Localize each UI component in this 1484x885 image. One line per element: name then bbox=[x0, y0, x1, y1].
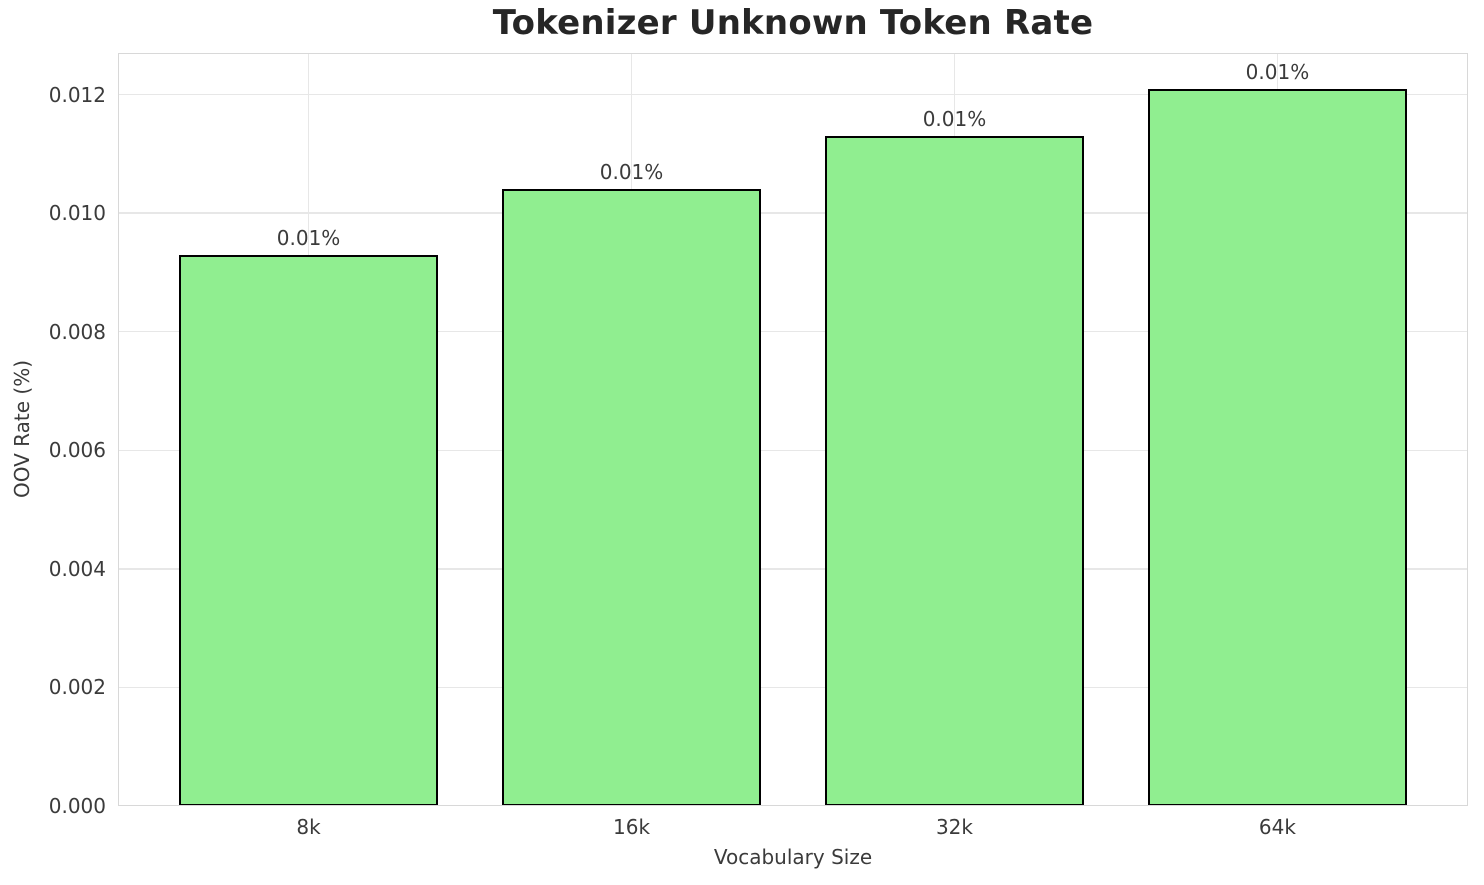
y-tick-label: 0.004 bbox=[48, 556, 106, 581]
y-gridline bbox=[118, 449, 1468, 451]
bar bbox=[179, 254, 438, 806]
y-tick-label: 0.002 bbox=[48, 675, 106, 700]
x-tick-label: 8k bbox=[296, 815, 321, 839]
x-tick-label: 32k bbox=[935, 815, 973, 839]
bar bbox=[1148, 88, 1407, 806]
y-tick-label: 0.006 bbox=[48, 438, 106, 463]
x-tick-label: 16k bbox=[613, 815, 651, 839]
y-tick-label: 0.012 bbox=[48, 82, 106, 107]
bar-value-label: 0.01% bbox=[276, 225, 341, 250]
bar-value-label: 0.01% bbox=[922, 107, 987, 131]
bar-value-label: 0.01% bbox=[1245, 59, 1310, 84]
bar bbox=[502, 189, 761, 806]
y-gridline bbox=[118, 686, 1468, 689]
chart-title: Tokenizer Unknown Token Rate bbox=[492, 3, 1094, 43]
y-gridline bbox=[118, 330, 1468, 333]
x-axis-label: Vocabulary Size bbox=[713, 845, 873, 869]
y-gridline bbox=[118, 93, 1468, 96]
y-tick-label: 0.008 bbox=[48, 319, 106, 344]
x-tick-label: 64k bbox=[1258, 815, 1296, 839]
y-gridline bbox=[118, 568, 1468, 570]
bar-value-label: 0.01% bbox=[599, 160, 664, 185]
y-tick-label: 0.010 bbox=[48, 201, 106, 226]
bar bbox=[825, 136, 1084, 806]
y-gridline bbox=[118, 212, 1468, 214]
y-tick-label: 0.000 bbox=[48, 794, 106, 818]
